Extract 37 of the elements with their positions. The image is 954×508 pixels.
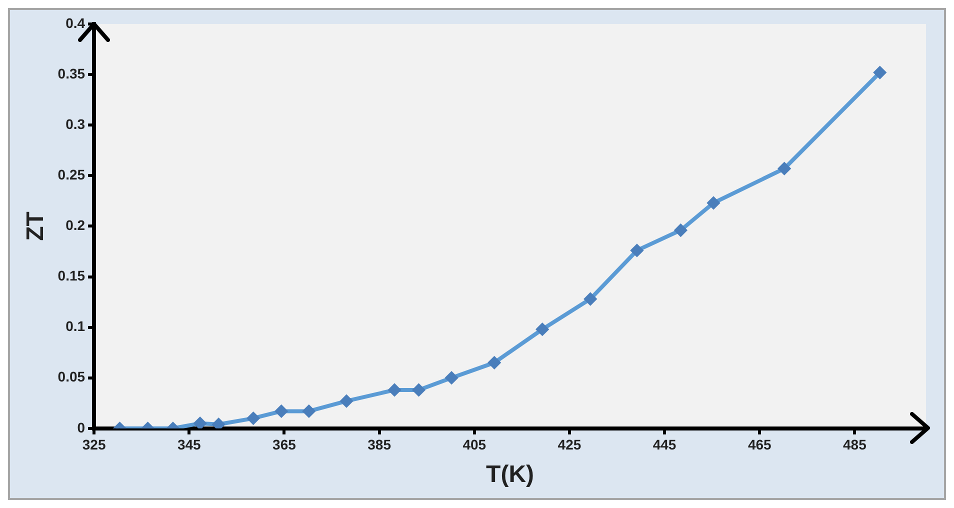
x-tick-label: 345 — [177, 436, 202, 453]
x-tick-label: 445 — [652, 436, 676, 453]
y-axis-title: ZT — [22, 211, 50, 241]
x-tick-label: 405 — [462, 436, 486, 453]
point — [302, 405, 315, 418]
point — [412, 384, 425, 396]
x-tick-label: 325 — [82, 436, 106, 453]
y-tick-label: 0.25 — [58, 166, 86, 183]
point — [446, 372, 458, 384]
y-tick-label: 0.15 — [58, 268, 86, 284]
point — [536, 323, 548, 336]
point — [212, 418, 225, 428]
y-tick-label: 0.05 — [58, 368, 86, 385]
point — [707, 196, 720, 209]
point — [874, 66, 886, 79]
y-tick-label: 0.3 — [66, 116, 86, 132]
point — [275, 405, 288, 418]
y-tick-label: 0.4 — [66, 14, 86, 31]
point — [388, 384, 400, 396]
point — [778, 162, 790, 175]
y-tick-label: 0 — [77, 419, 86, 436]
point — [674, 224, 687, 236]
x-tick-label: 485 — [843, 436, 867, 453]
x-axis-title: T(K) — [486, 461, 534, 488]
y-tick-label: 0.35 — [58, 65, 86, 82]
point — [247, 412, 260, 424]
x-tick-label: 385 — [368, 436, 392, 453]
point — [194, 417, 206, 428]
point — [584, 292, 596, 305]
point — [630, 244, 643, 256]
x-tick-label: 465 — [748, 436, 772, 453]
point — [488, 356, 500, 369]
x-tick-label: 425 — [558, 436, 582, 453]
y-tick-label: 0.1 — [66, 318, 86, 334]
x-tick-label: 365 — [272, 436, 296, 453]
y-tick-label: 0.2 — [66, 217, 86, 234]
point — [340, 395, 352, 408]
